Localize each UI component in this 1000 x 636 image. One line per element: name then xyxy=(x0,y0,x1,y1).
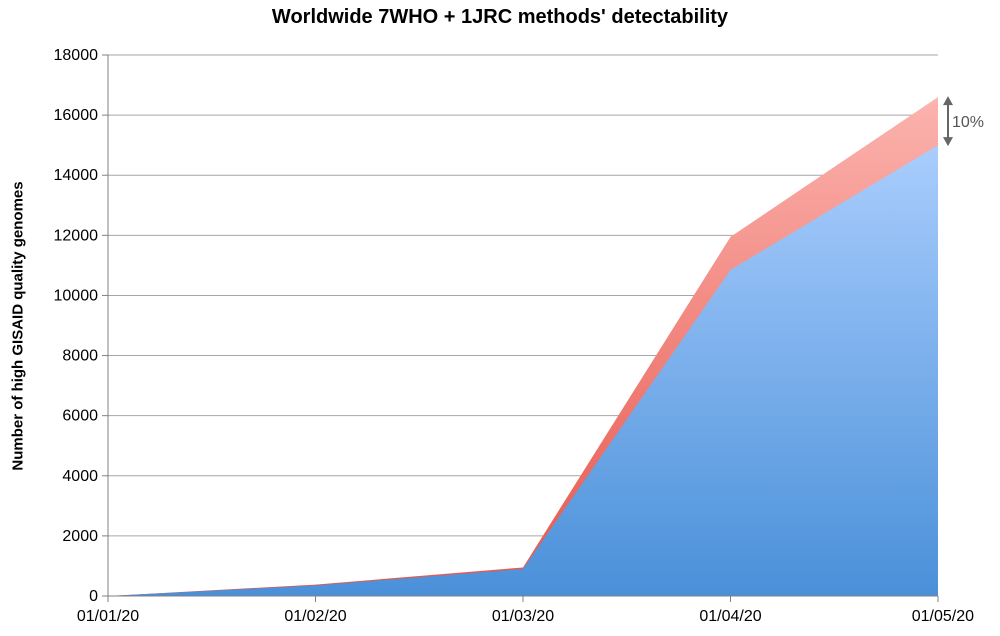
x-tick-label: 01/02/20 xyxy=(284,608,346,625)
x-tick-label: 01/01/20 xyxy=(77,608,139,625)
x-tick-label: 01/03/20 xyxy=(492,608,554,625)
annotation-arrow-down xyxy=(943,137,953,147)
y-tick-label: 4000 xyxy=(62,468,98,485)
y-tick-label: 6000 xyxy=(62,408,98,425)
x-tick-label: 01/04/20 xyxy=(699,608,761,625)
y-tick-label: 18000 xyxy=(54,47,99,64)
y-tick-label: 2000 xyxy=(62,528,98,545)
annotation-arrow-up xyxy=(943,96,953,106)
annotation-label: 10% xyxy=(952,114,984,131)
chart-title: Worldwide 7WHO + 1JRC methods' detectabi… xyxy=(271,6,729,28)
area-series-0 xyxy=(108,145,938,596)
x-tick-label: 01/05/20 xyxy=(912,608,974,625)
y-tick-label: 10000 xyxy=(54,287,99,304)
y-tick-label: 14000 xyxy=(54,167,99,184)
y-tick-label: 8000 xyxy=(62,348,98,365)
y-tick-label: 12000 xyxy=(54,227,99,244)
y-tick-label: 16000 xyxy=(54,107,99,124)
y-tick-label: 0 xyxy=(89,588,98,605)
